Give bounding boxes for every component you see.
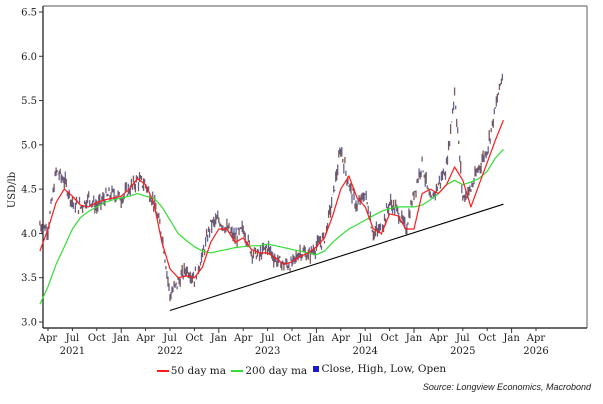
x-tick-label: Jul	[357, 333, 372, 344]
x-tick-label: Jul	[162, 333, 177, 344]
legend-label: Close, High, Low, Open	[321, 363, 447, 375]
x-year-label: 2024	[352, 346, 377, 357]
x-tick-label: Apr	[135, 333, 155, 344]
legend-label: 50 day ma	[170, 365, 226, 377]
x-tick-label: Jan	[502, 333, 520, 344]
legend-label: 200 day ma	[245, 365, 308, 377]
legend-item-50ma: 50 day ma	[156, 365, 226, 377]
x-tick-label: Oct	[478, 333, 496, 344]
x-tick-label: Apr	[233, 333, 253, 344]
legend-item-200ma: 200 day ma	[231, 365, 307, 377]
x-tick-label: Oct	[88, 333, 106, 344]
x-tick-label: Apr	[526, 333, 546, 344]
y-axis: 3.0 3.5 4.0 4.5 5.0 5.5 6.0 6.5	[21, 8, 43, 329]
y-tick-label: 4.5	[21, 185, 37, 196]
x-year-label: 2021	[60, 346, 85, 357]
50-day-ma-line	[39, 119, 504, 279]
x-tick-label: Oct	[381, 333, 399, 344]
y-tick-label: 6.5	[21, 8, 37, 19]
x-tick-label: Apr	[428, 333, 448, 344]
legend-swatch-green-line-icon	[231, 370, 244, 372]
x-year-label: 2023	[255, 346, 280, 357]
x-axis: Apr Jul Oct Jan Apr Jul Oct Jan Apr Jul Oct Jan Apr J…	[38, 328, 549, 357]
legend-item-ohlc: Close, High, Low, Open	[312, 363, 447, 375]
x-tick-label: Apr	[331, 333, 351, 344]
y-tick-label: 6.0	[21, 52, 37, 63]
y-tick-label: 5.0	[21, 140, 37, 151]
x-tick-label: Jan	[307, 333, 325, 344]
y-tick-label: 3.5	[21, 273, 37, 284]
legend: 50 day ma 200 day ma Close, High, Low, O…	[0, 363, 603, 377]
200-day-ma-line	[39, 148, 504, 305]
x-tick-label: Oct	[283, 333, 301, 344]
source-note: Source: Longview Economics, Macrobond	[422, 382, 591, 392]
x-tick-label: Jul	[65, 333, 80, 344]
y-axis-label: USD/lb	[7, 172, 18, 208]
x-tick-label: Oct	[185, 333, 203, 344]
series-layer	[39, 73, 504, 305]
y-tick-label: 5.5	[21, 96, 37, 107]
x-tick-label: Apr	[38, 333, 58, 344]
x-tick-label: Jan	[405, 333, 423, 344]
x-tick-label: Jul	[260, 333, 275, 344]
x-tick-label: Jan	[210, 333, 228, 344]
x-tick-label: Jan	[112, 333, 130, 344]
legend-swatch-red-line-icon	[156, 370, 169, 372]
plot-frame	[42, 5, 588, 329]
trendline	[169, 203, 504, 312]
x-year-label: 2025	[450, 346, 475, 357]
x-tick-label: Jul	[455, 333, 470, 344]
support-trendline	[169, 203, 504, 312]
x-year-label: 2022	[157, 346, 182, 357]
legend-swatch-blue-square-icon	[312, 366, 319, 372]
y-tick-label: 3.0	[21, 318, 37, 329]
y-tick-label: 4.0	[21, 229, 37, 240]
x-year-label: 2026	[523, 346, 548, 357]
